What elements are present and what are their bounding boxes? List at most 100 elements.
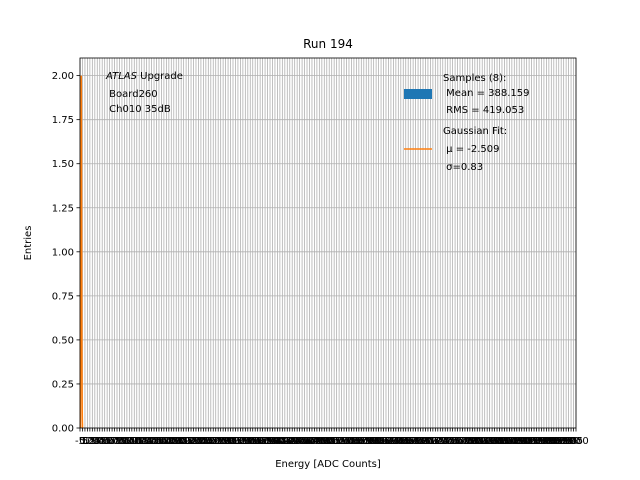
- x-tick-label: 445: [293, 436, 312, 447]
- x-tick-label: 955: [544, 436, 563, 447]
- x-tick-label: 465: [302, 436, 321, 447]
- x-tick-label: 940: [537, 436, 556, 447]
- x-tick-label: 680: [409, 436, 428, 447]
- x-tick-label: 665: [401, 436, 420, 447]
- x-tick-label: 285: [214, 436, 233, 447]
- x-tick-label: 340: [241, 436, 260, 447]
- x-tick-label: 795: [465, 436, 484, 447]
- x-tick-label: 930: [532, 436, 551, 447]
- x-tick-label: 790: [463, 436, 482, 447]
- legend-fit-title: Gaussian Fit:: [443, 126, 507, 137]
- x-tick-label: 205: [174, 436, 193, 447]
- x-tick-label: 100: [122, 436, 141, 447]
- x-tick-label: 755: [446, 436, 465, 447]
- x-tick-label: 325: [233, 436, 252, 447]
- annotation-channel: Ch010 35dB: [106, 104, 171, 115]
- x-tick-label: 780: [458, 436, 477, 447]
- x-tick-label: 630: [384, 436, 403, 447]
- x-tick-label: 440: [290, 436, 309, 447]
- x-tick-label: 175: [159, 436, 178, 447]
- x-tick-label: 450: [295, 436, 314, 447]
- x-tick-label: 375: [258, 436, 277, 447]
- x-tick-label: 960: [547, 436, 566, 447]
- x-tick-label: 0: [79, 436, 85, 447]
- x-tick-label: 495: [317, 436, 336, 447]
- x-tick-label: 90: [121, 436, 134, 447]
- x-tick-label: 390: [265, 436, 284, 447]
- x-tick-label: 65: [108, 436, 121, 447]
- x-tick-label: 1000: [563, 436, 588, 447]
- x-tick-label: 860: [497, 436, 516, 447]
- x-tick-label: 280: [211, 436, 230, 447]
- x-tick-label: 570: [354, 436, 373, 447]
- x-tick-label: 45: [98, 436, 111, 447]
- x-tick-label: 775: [455, 436, 474, 447]
- x-tick-label: 915: [525, 436, 544, 447]
- x-tick-label: 260: [201, 436, 220, 447]
- x-tick-label: 580: [359, 436, 378, 447]
- x-tick-label: 735: [436, 436, 455, 447]
- gaussian-fit-line: [79, 75, 84, 428]
- legend-samples-rms: RMS = 419.053: [443, 105, 524, 116]
- x-tick-label: 485: [312, 436, 331, 447]
- x-tick-label: 905: [520, 436, 539, 447]
- x-tick-label: 890: [512, 436, 531, 447]
- x-tick-label: 160: [152, 436, 171, 447]
- series-layer: [79, 75, 84, 428]
- x-tick-label: 400: [270, 436, 289, 447]
- x-tick-label: 110: [127, 436, 146, 447]
- x-tick-label: 165: [154, 436, 173, 447]
- x-tick-label: 240: [191, 436, 210, 447]
- x-tick-label: 615: [376, 436, 395, 447]
- x-tick-label: 355: [248, 436, 267, 447]
- x-tick-label: 220: [181, 436, 200, 447]
- x-tick-label: 705: [421, 436, 440, 447]
- legend-fit-sigma: σ=0.83: [443, 162, 483, 173]
- x-tick-label: 745: [441, 436, 460, 447]
- x-tick-label: 715: [426, 436, 445, 447]
- x-tick-label: 235: [189, 436, 208, 447]
- x-tick-label: 845: [490, 436, 509, 447]
- x-tick-label: 145: [144, 436, 163, 447]
- x-tick-label: 920: [527, 436, 546, 447]
- x-tick-label: 185: [164, 436, 183, 447]
- x-tick-label: 555: [347, 436, 366, 447]
- x-tick-label: 125: [135, 436, 154, 447]
- x-tick-label: 50: [101, 436, 114, 447]
- x-tick-label: 970: [552, 436, 571, 447]
- x-tick-label: 990: [562, 436, 581, 447]
- x-tick-label: 695: [416, 436, 435, 447]
- x-tick-label: 850: [492, 436, 511, 447]
- x-tick-label: 80: [116, 436, 129, 447]
- x-tick-label: 455: [297, 436, 316, 447]
- y-axis-ticks: 0.00 0.25 0.50 0.75 1.00 1.25 1.50 1.75 2.00: [52, 71, 80, 435]
- x-tick-label: 935: [534, 436, 553, 447]
- x-tick-label: 535: [337, 436, 356, 447]
- x-tick-label: 180: [162, 436, 181, 447]
- x-tick-label: 550: [344, 436, 363, 447]
- x-tick-label: 980: [557, 436, 576, 447]
- x-tick-label: 435: [288, 436, 307, 447]
- x-tick-label: 910: [522, 436, 541, 447]
- x-tick-label: 820: [478, 436, 497, 447]
- x-tick-label: 55: [103, 436, 116, 447]
- x-tick-label: 30: [91, 436, 104, 447]
- x-tick-label: 255: [199, 436, 218, 447]
- y-tick-label: 0.00: [52, 424, 74, 435]
- x-tick-label: 975: [554, 436, 573, 447]
- x-tick-label: 595: [367, 436, 386, 447]
- x-tick-label: 500: [320, 436, 339, 447]
- x-tick-label: 395: [268, 436, 287, 447]
- x-tick-label: 640: [389, 436, 408, 447]
- x-tick-label: 95: [123, 436, 136, 447]
- x-tick-label: 5: [82, 436, 88, 447]
- x-tick-label: 575: [357, 436, 376, 447]
- x-tick-label: 330: [236, 436, 255, 447]
- x-tick-label: 950: [542, 436, 561, 447]
- x-tick-label: 385: [263, 436, 282, 447]
- x-tick-label: 585: [362, 436, 381, 447]
- x-tick-label: 660: [399, 436, 418, 447]
- x-tick-label: 420: [280, 436, 299, 447]
- x-tick-label: 70: [111, 436, 124, 447]
- x-tick-label: 490: [315, 436, 334, 447]
